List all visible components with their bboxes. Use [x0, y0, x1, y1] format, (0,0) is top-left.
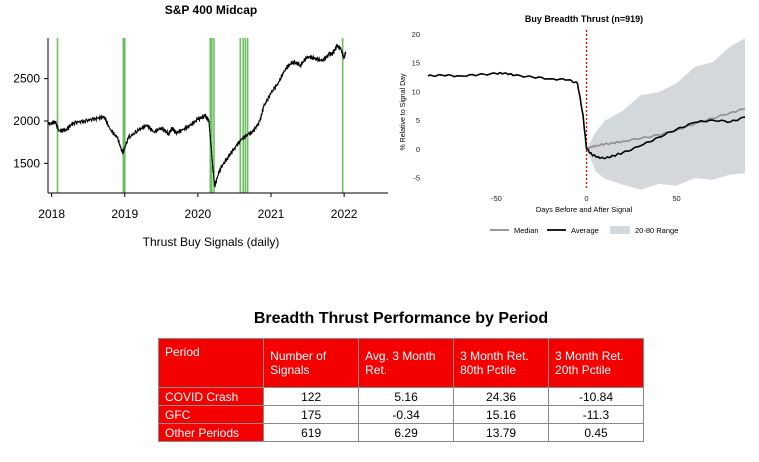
right-chart-title: Buy Breadth Thrust (n=919) [525, 14, 643, 24]
x-tick-label: 0 [584, 194, 588, 203]
table-cell: 5.16 [358, 387, 455, 406]
y-tick-label: 20 [412, 30, 420, 39]
table-cell: 619 [263, 423, 360, 442]
table-header-row: Period Number of Signals Avg. 3 Month Re… [157, 338, 644, 388]
table-cell: -11.3 [548, 405, 644, 424]
table-cell: 6.29 [358, 423, 455, 442]
row-label: Other Periods [157, 423, 265, 442]
price-line [48, 43, 347, 188]
col-header-80th: 3 Month Ret. 80th Pctile [453, 338, 550, 388]
table-cell: 122 [263, 387, 360, 406]
legend-range-swatch [610, 226, 630, 234]
x-tick-label: 2020 [185, 207, 212, 221]
y-tick-label: 15 [412, 59, 420, 68]
table-cell: 15.16 [453, 405, 550, 424]
row-label: COVID Crash [157, 387, 265, 406]
legend-median-label: Median [514, 226, 539, 235]
y-tick-label: 5 [416, 116, 420, 125]
table-row: COVID Crash 122 5.16 24.36 -10.84 [157, 387, 644, 406]
x-tick-label: 50 [672, 194, 680, 203]
range-band [586, 38, 745, 190]
legend: Median Average 20-80 Range [490, 226, 678, 235]
right-x-label: Days Before and After Signal [536, 205, 633, 214]
table-cell: 0.45 [548, 423, 644, 442]
table-cell: 175 [263, 405, 360, 424]
sp400-chart: S&P 400 Midcap 1500 2000 2500 2018 2019 2020… [13, 3, 388, 249]
y-tick-label: 1500 [13, 156, 40, 170]
row-label: GFC [157, 405, 265, 424]
table-cell: -10.84 [548, 387, 644, 406]
x-tick-label: 2021 [258, 207, 285, 221]
col-header-period: Period [157, 338, 265, 388]
x-tick-label: -50 [491, 194, 502, 203]
table-cell: 24.36 [453, 387, 550, 406]
average-line [427, 71, 746, 160]
signal-lines [56, 38, 344, 193]
y-tick-label: 0 [416, 145, 420, 154]
col-header-avg-ret: Avg. 3 Month Ret. [358, 338, 455, 388]
x-tick-label: 2019 [111, 207, 138, 221]
legend-average-label: Average [571, 226, 599, 235]
table-row: GFC 175 -0.34 15.16 -11.3 [157, 405, 644, 424]
col-header-20th: 3 Month Ret. 20th Pctile [548, 338, 644, 388]
performance-table: Period Number of Signals Avg. 3 Month Re… [157, 338, 644, 442]
table-cell: 13.79 [453, 423, 550, 442]
y-tick-label: 2000 [13, 114, 40, 128]
right-y-label: % Relative to Signal Day [400, 73, 407, 151]
y-tick-label: 2500 [13, 72, 40, 86]
left-chart-title: S&P 400 Midcap [165, 3, 257, 17]
median-line [585, 107, 746, 150]
left-x-label: Thrust Buy Signals (daily) [143, 235, 280, 249]
table-row: Other Periods 619 6.29 13.79 0.45 [157, 423, 644, 442]
table-cell: -0.34 [358, 405, 455, 424]
table-title: Breadth Thrust Performance by Period [253, 310, 549, 327]
col-header-signals: Number of Signals [263, 338, 360, 388]
y-tick-label: -5 [413, 174, 420, 183]
legend-range-label: 20-80 Range [635, 226, 678, 235]
x-tick-label: 2018 [38, 207, 65, 221]
y-tick-label: 10 [412, 87, 420, 96]
x-tick-label: 2022 [331, 207, 358, 221]
